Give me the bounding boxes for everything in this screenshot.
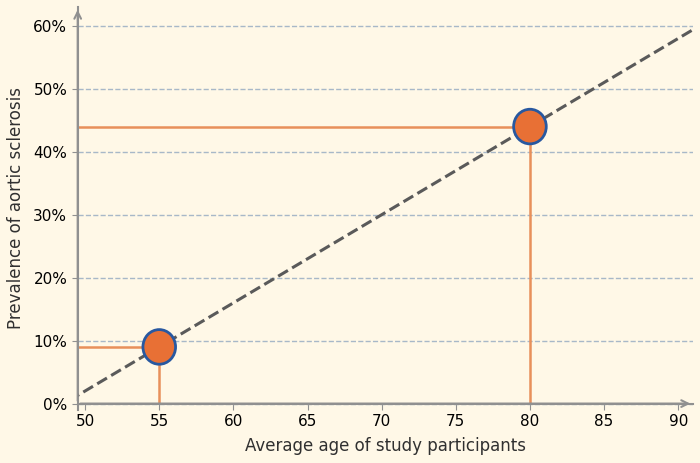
X-axis label: Average age of study participants: Average age of study participants <box>245 438 526 455</box>
Ellipse shape <box>143 330 176 364</box>
Y-axis label: Prevalence of aortic sclerosis: Prevalence of aortic sclerosis <box>7 88 25 329</box>
Ellipse shape <box>514 109 546 144</box>
